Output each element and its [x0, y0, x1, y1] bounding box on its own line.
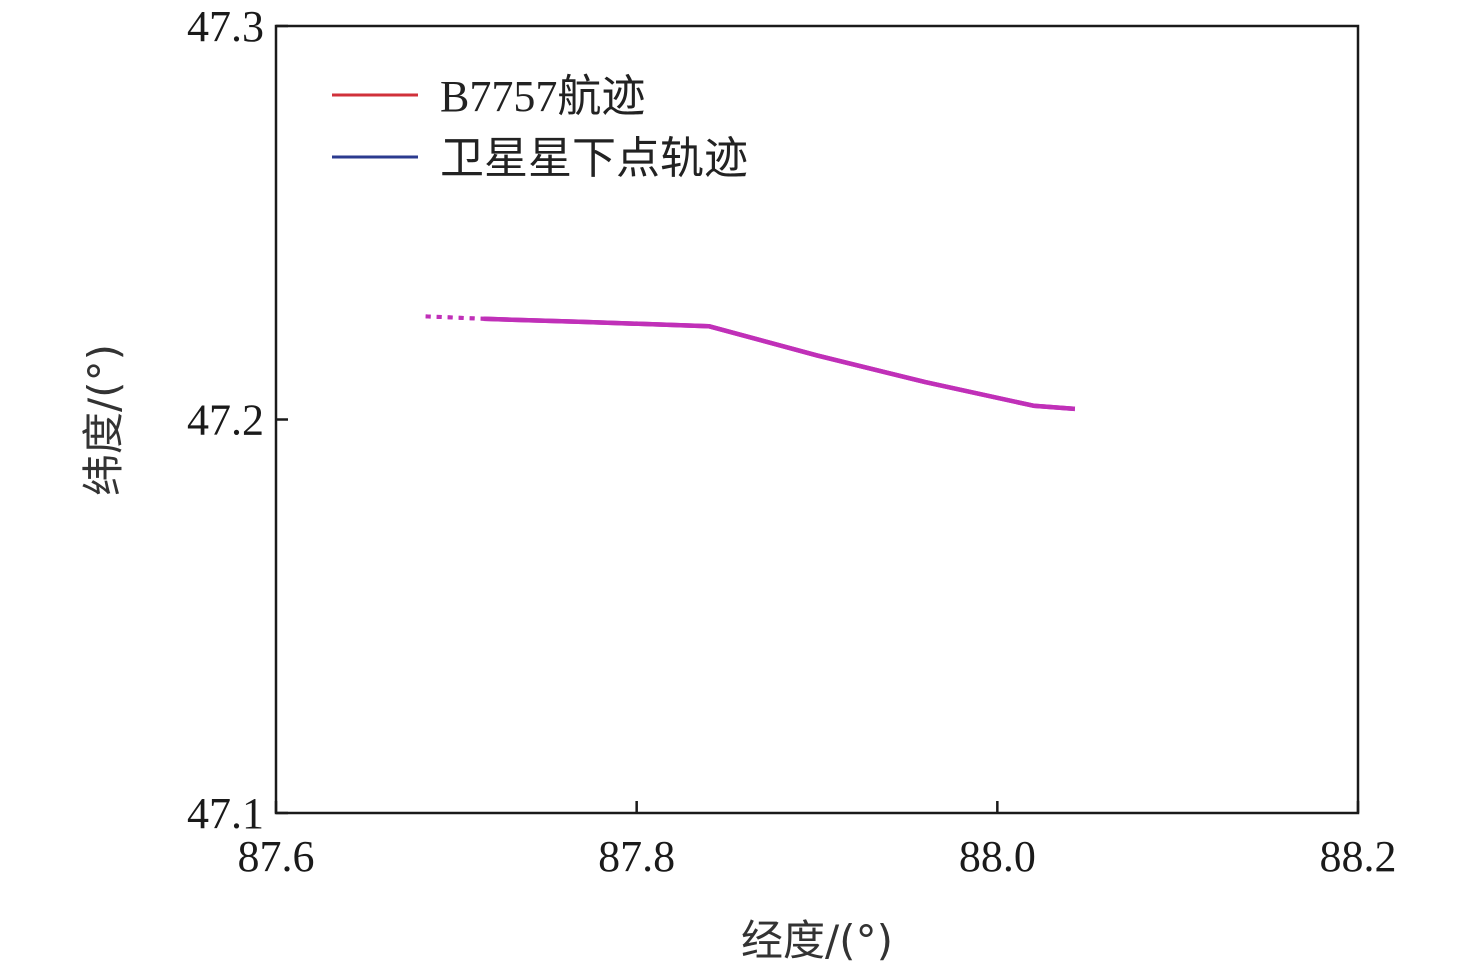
- x-axis: 87.6 87.8 88.0 88.2: [238, 801, 1397, 881]
- legend-label-b7757: B7757航迹: [440, 72, 645, 121]
- y-tick-label: 47.3: [187, 2, 264, 51]
- x-tick-label: 87.8: [598, 832, 675, 881]
- legend: B7757航迹 卫星星下点轨迹: [332, 72, 748, 183]
- y-tick-label: 47.1: [187, 789, 264, 838]
- series-layer: [425, 314, 1076, 412]
- y-tick-label: 47.2: [187, 396, 264, 445]
- series-satellite-ground-track-gap: [425, 314, 484, 321]
- y-axis: 47.1 47.2 47.3: [187, 2, 288, 838]
- x-tick-label: 87.6: [238, 832, 315, 881]
- x-axis-title: 经度/(°): [741, 916, 893, 965]
- series-satellite-ground-track: [483, 316, 1076, 412]
- x-tick-label: 88.0: [959, 832, 1036, 881]
- legend-label-satellite: 卫星星下点轨迹: [440, 134, 748, 183]
- plot-frame: [274, 24, 1360, 815]
- y-axis-title: 纬度/(°): [79, 344, 128, 496]
- x-tick-label: 88.2: [1320, 832, 1397, 881]
